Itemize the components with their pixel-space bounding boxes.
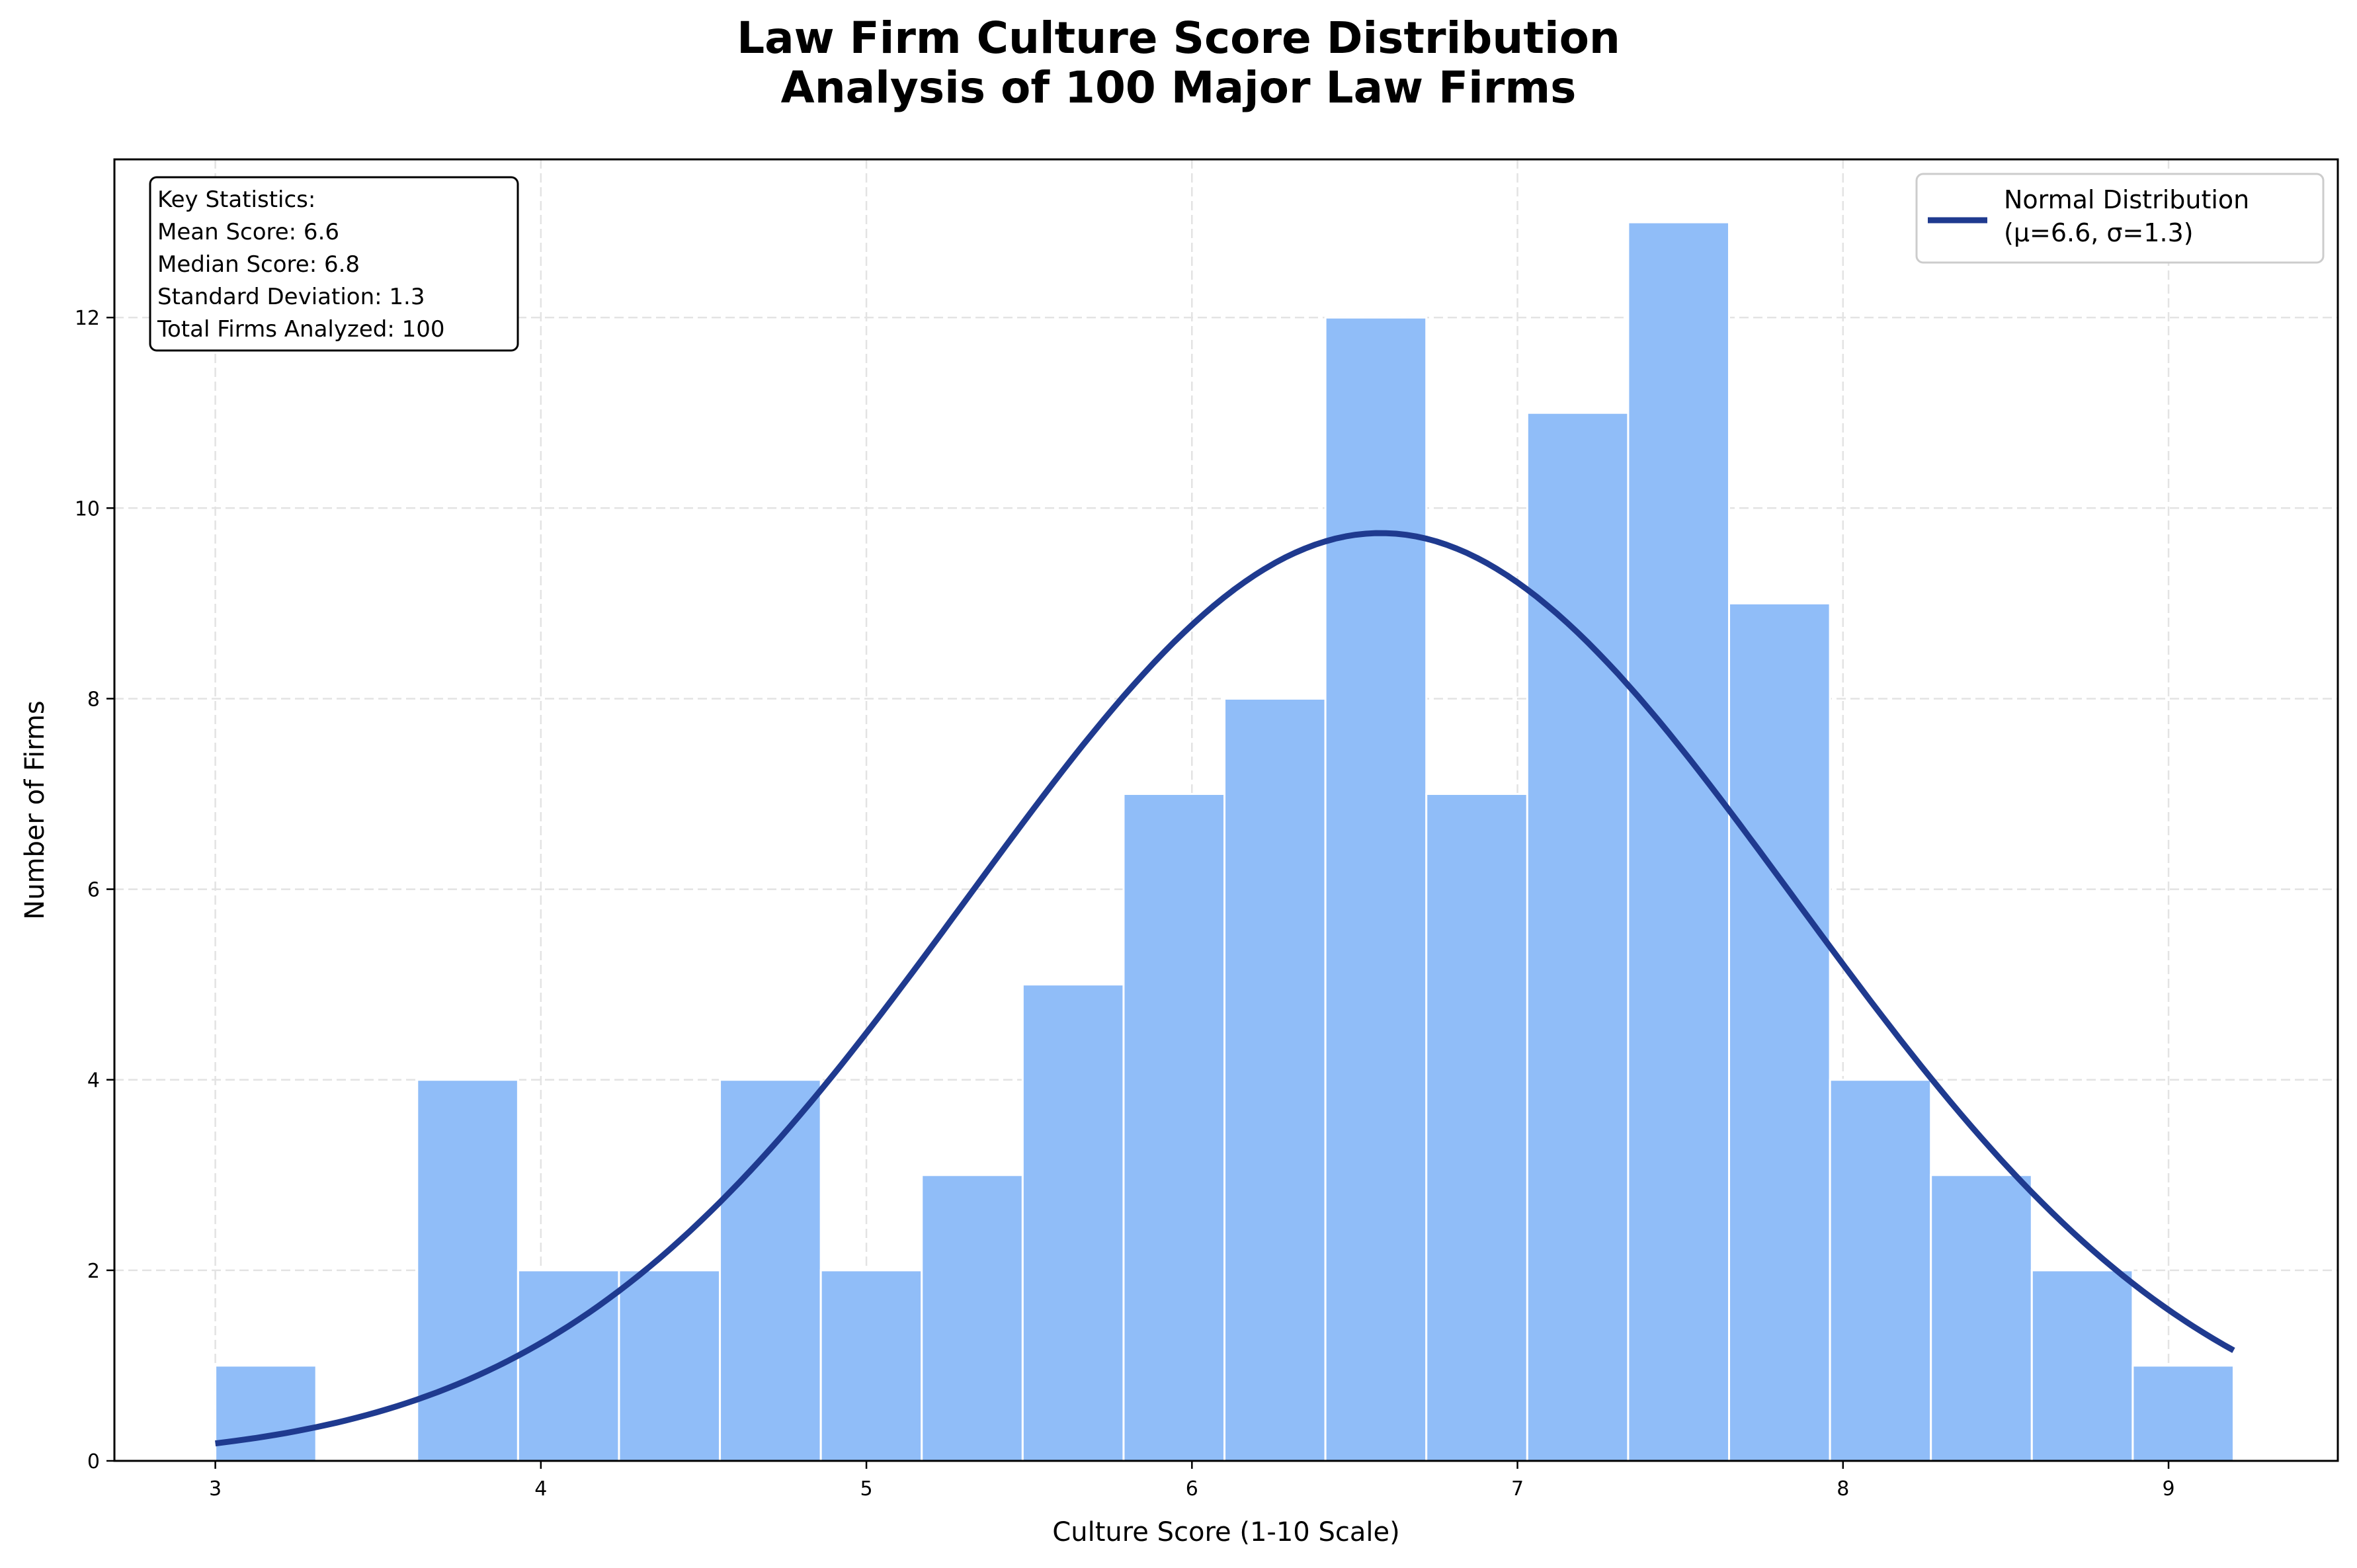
histogram-bar	[921, 1174, 1024, 1462]
stats-line: Standard Deviation: 1.3	[157, 284, 425, 310]
histogram-bar	[1627, 221, 1731, 1462]
x-tick-label: 6	[1186, 1477, 1198, 1501]
x-axis-label: Culture Score (1-10 Scale)	[1052, 1517, 1399, 1547]
histogram-bar	[1829, 1079, 1932, 1462]
histogram-bar	[1526, 411, 1630, 1462]
normal-curve	[215, 530, 2235, 1447]
stats-line: Mean Score: 6.6	[157, 219, 339, 245]
plot-frame	[113, 158, 2339, 1462]
y-tick-label: 6	[87, 879, 100, 902]
histogram-bar	[214, 1364, 317, 1462]
legend-label: Normal Distribution	[2004, 185, 2249, 214]
bars	[214, 221, 2235, 1462]
y-tick-label: 2	[87, 1260, 100, 1283]
histogram-bar	[1425, 793, 1528, 1462]
histogram-bar	[1728, 602, 1831, 1462]
y-tick-label: 0	[87, 1450, 100, 1473]
histogram-bar	[1324, 316, 1428, 1462]
y-tick-label: 12	[75, 307, 100, 330]
histogram-bar	[2030, 1269, 2134, 1462]
histogram-bar	[719, 1079, 822, 1462]
y-tick-label: 8	[87, 688, 100, 711]
histogram-bar	[1930, 1174, 2033, 1462]
chart-subtitle: Analysis of 100 Major Law Firms	[781, 62, 1577, 113]
histogram-bar	[416, 1079, 519, 1462]
y-tick-label: 4	[87, 1069, 100, 1093]
ticks: 3 4 5 6 7 8 9 0 2 4 6 8 10 12	[75, 307, 2175, 1501]
histogram-bar	[618, 1269, 722, 1462]
stats-line: Median Score: 6.8	[157, 251, 360, 278]
chart-title: Law Firm Culture Score Distribution	[737, 13, 1620, 63]
stats-box: Key Statistics: Mean Score: 6.6 Median S…	[149, 176, 519, 352]
histogram-bar	[2131, 1364, 2235, 1462]
histogram-bar	[1122, 793, 1226, 1462]
stats-line: Total Firms Analyzed: 100	[157, 316, 444, 343]
stats-line: Key Statistics:	[157, 186, 315, 213]
x-tick-label: 9	[2162, 1477, 2174, 1501]
x-tick-label: 8	[1837, 1477, 1849, 1501]
x-tick-label: 3	[209, 1477, 222, 1501]
histogram-bar	[1021, 983, 1125, 1462]
legend-label: (μ=6.6, σ=1.3)	[2004, 218, 2194, 247]
histogram-bar	[1223, 697, 1327, 1462]
x-tick-label: 4	[534, 1477, 547, 1501]
legend: Normal Distribution (μ=6.6, σ=1.3)	[1915, 173, 2325, 264]
y-tick-label: 10	[75, 497, 100, 520]
x-tick-label: 5	[860, 1477, 873, 1501]
histogram-bar	[819, 1269, 923, 1462]
y-axis-label: Number of Firms	[20, 700, 50, 919]
x-tick-label: 7	[1511, 1477, 1524, 1501]
